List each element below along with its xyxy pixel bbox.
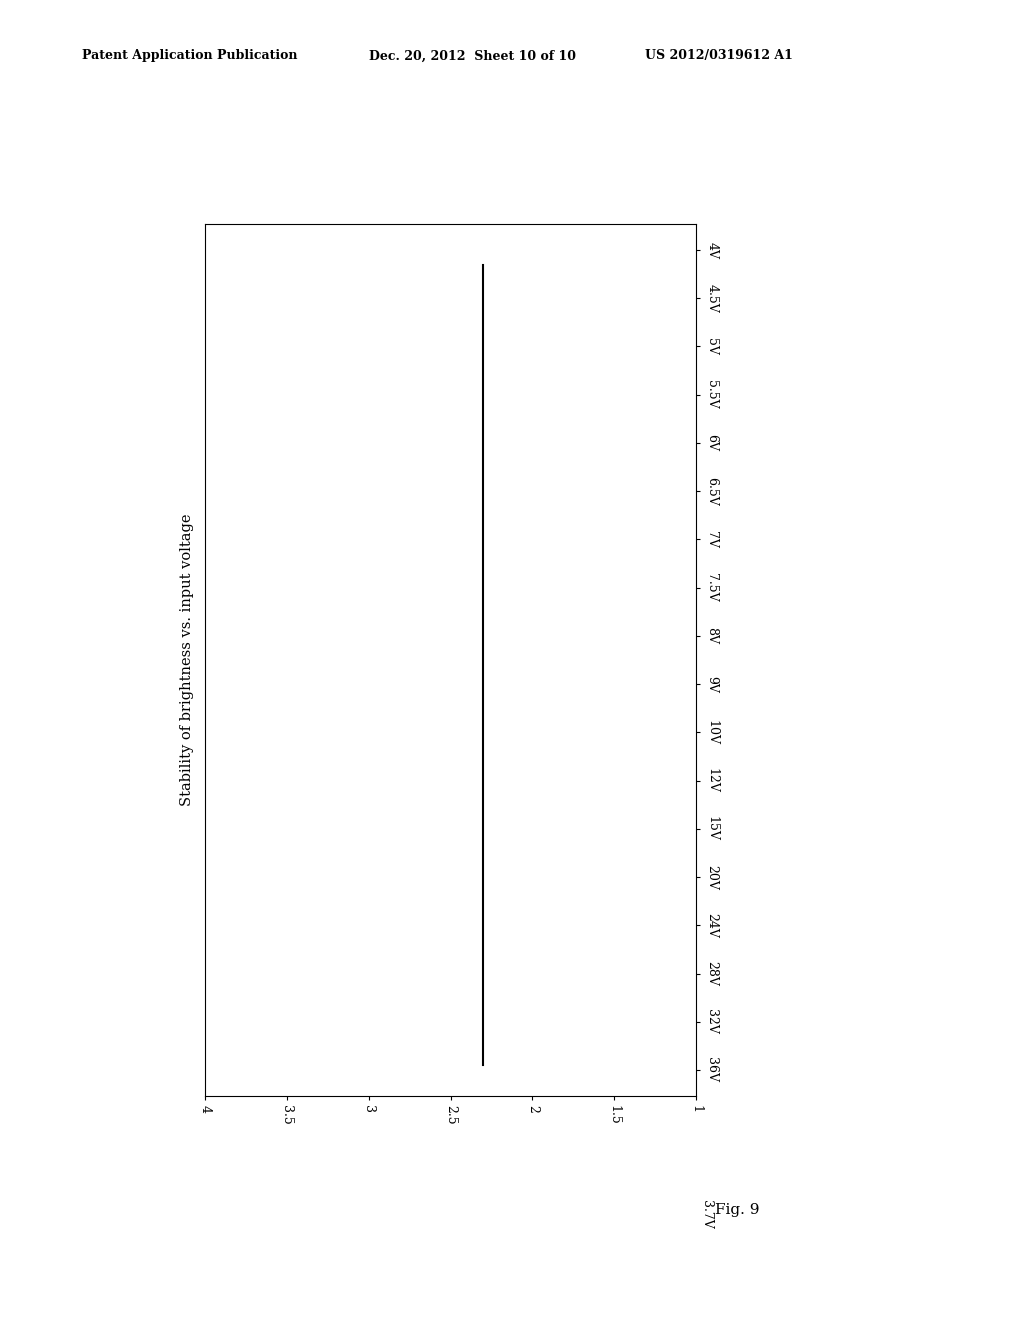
- Text: Fig. 9: Fig. 9: [715, 1204, 760, 1217]
- Y-axis label: Stability of brightness vs. input voltage: Stability of brightness vs. input voltag…: [179, 513, 194, 807]
- Text: 3.7V: 3.7V: [699, 1200, 713, 1229]
- Text: US 2012/0319612 A1: US 2012/0319612 A1: [645, 49, 793, 62]
- Text: Dec. 20, 2012  Sheet 10 of 10: Dec. 20, 2012 Sheet 10 of 10: [369, 49, 575, 62]
- Text: Patent Application Publication: Patent Application Publication: [82, 49, 297, 62]
